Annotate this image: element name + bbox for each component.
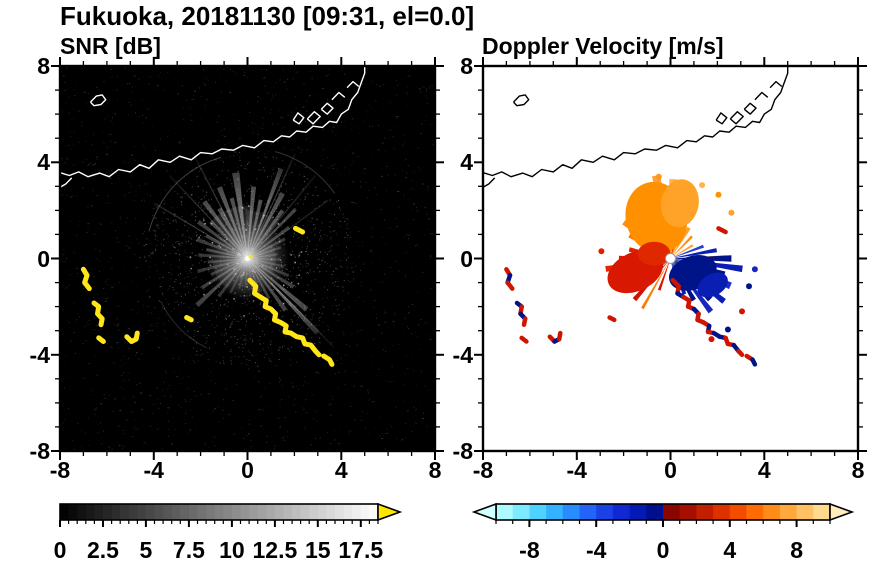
snr-y-tick-label: 4 bbox=[37, 149, 50, 176]
vel-x-tick-label: -8 bbox=[472, 457, 494, 483]
snr-x-tick-label: 4 bbox=[334, 457, 348, 483]
vel-x-tick-label: 0 bbox=[664, 457, 677, 483]
snr-clutter-echoes bbox=[80, 225, 335, 367]
vel-x-tick-label: -4 bbox=[566, 457, 587, 483]
colorbar-over-arrow bbox=[377, 502, 403, 522]
vel-y-tick-label: 8 bbox=[460, 53, 473, 79]
svg-text:7.5: 7.5 bbox=[173, 537, 205, 563]
velocity-specks bbox=[598, 173, 758, 343]
vel-y-tick-label: -4 bbox=[452, 341, 473, 368]
svg-text:15: 15 bbox=[305, 537, 331, 563]
coastline bbox=[60, 66, 366, 189]
svg-text:4: 4 bbox=[723, 537, 736, 563]
velocity-panel-title: Doppler Velocity [m/s] bbox=[482, 33, 724, 59]
snr-x-tick-label: -4 bbox=[143, 457, 164, 483]
snr-y-tick-label: -8 bbox=[29, 438, 50, 464]
snr-panel-title: SNR [dB] bbox=[60, 33, 161, 59]
svg-text:-4: -4 bbox=[586, 537, 607, 563]
vel-x-tick-label: 8 bbox=[851, 457, 865, 483]
snr-y-tick-label: -4 bbox=[29, 341, 50, 368]
coastline bbox=[483, 66, 789, 189]
velocity-clutter-echoes bbox=[504, 226, 758, 367]
snr-x-tick-label: 8 bbox=[428, 457, 442, 483]
snr-y-tick-label: 0 bbox=[37, 245, 50, 272]
svg-text:5: 5 bbox=[140, 537, 153, 563]
vel-y-tick-label: -8 bbox=[452, 438, 473, 464]
colorbar-over-arrow bbox=[829, 502, 855, 522]
snr-y-tick-label: 8 bbox=[37, 53, 50, 79]
snr-x-tick-label: -8 bbox=[49, 457, 71, 483]
snr-colorbar: 0 2.5 5 7.5 10 12.5 15 17.5 bbox=[54, 502, 403, 563]
svg-text:2.5: 2.5 bbox=[87, 537, 119, 563]
velocity-map bbox=[474, 57, 867, 460]
svg-text:10: 10 bbox=[219, 537, 245, 563]
colorbar-under-arrow bbox=[471, 502, 497, 522]
svg-text:17.5: 17.5 bbox=[338, 537, 383, 563]
snr-plot-area bbox=[60, 66, 435, 451]
svg-text:8: 8 bbox=[790, 537, 803, 563]
velocity-cores bbox=[607, 179, 728, 298]
vel-y-tick-label: 4 bbox=[460, 149, 473, 176]
velocity-plot-area bbox=[483, 66, 858, 451]
svg-text:-8: -8 bbox=[519, 537, 540, 563]
velocity-colorbar: -8 -4 0 4 8 bbox=[471, 502, 855, 563]
figure-title: Fukuoka, 20181130 [09:31, el=0.0] bbox=[60, 1, 475, 31]
svg-text:0: 0 bbox=[54, 537, 67, 563]
snr-x-tick-label: 0 bbox=[241, 457, 254, 483]
svg-text:0: 0 bbox=[657, 537, 670, 563]
vel-x-tick-label: 4 bbox=[757, 457, 771, 483]
vel-y-tick-label: 0 bbox=[460, 245, 473, 272]
snr-map bbox=[51, 57, 444, 460]
radar-center-dot bbox=[665, 253, 676, 264]
svg-text:12.5: 12.5 bbox=[253, 537, 298, 563]
